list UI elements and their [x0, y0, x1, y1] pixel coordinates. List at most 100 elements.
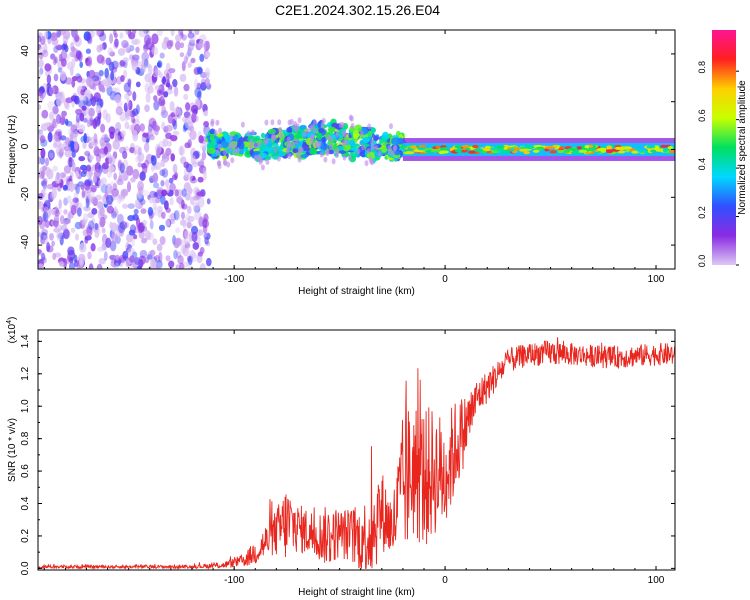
spectrogram-cells	[38, 30, 675, 269]
noise-cell	[173, 249, 178, 260]
band-cell	[477, 148, 483, 152]
noise-cell	[39, 170, 45, 180]
halo-cell	[215, 119, 220, 126]
noise-cell	[188, 39, 196, 47]
halo-cell	[348, 114, 353, 121]
noise-cell	[68, 160, 73, 168]
band-cell	[639, 149, 645, 153]
noise-cell	[38, 35, 42, 43]
noise-cell	[183, 93, 189, 100]
noise-cell	[144, 230, 151, 241]
noise-cell	[175, 264, 180, 269]
noise-cell	[134, 199, 139, 209]
halo-cell	[356, 148, 361, 155]
noise-cell	[179, 219, 186, 226]
echo-cell	[260, 152, 267, 159]
noise-cell	[127, 203, 135, 209]
noise-cell	[162, 76, 167, 85]
noise-cell	[47, 125, 55, 132]
noise-cell	[63, 165, 72, 174]
noise-cell	[149, 220, 154, 230]
noise-cell	[46, 82, 52, 93]
noise-cell	[122, 150, 128, 160]
noise-cell	[57, 44, 63, 51]
noise-cell	[56, 95, 63, 107]
noise-cell	[172, 130, 180, 136]
noise-cell	[132, 91, 137, 102]
noise-cell	[140, 208, 147, 214]
halo-cell	[366, 148, 371, 155]
noise-cell	[44, 63, 52, 72]
x-axis-label: Height of straight line (km)	[298, 587, 415, 598]
noise-cell	[38, 215, 43, 225]
noise-cell	[185, 52, 190, 60]
noise-cell	[133, 118, 140, 126]
noise-cell	[190, 155, 197, 165]
noise-cell	[148, 64, 153, 76]
noise-cell	[206, 198, 211, 205]
noise-cell	[151, 46, 159, 56]
noise-cell	[75, 170, 80, 178]
noise-cell	[87, 36, 93, 45]
noise-cell	[94, 230, 100, 239]
halo-cell	[331, 158, 336, 165]
noise-cell	[52, 133, 57, 144]
noise-cell	[69, 66, 74, 76]
noise-cell	[94, 223, 99, 230]
noise-cell	[153, 255, 161, 263]
echo-cell	[238, 149, 245, 155]
noise-cell	[113, 172, 118, 181]
noise-cell	[64, 149, 72, 158]
noise-cell	[185, 163, 193, 173]
noise-cell	[181, 188, 187, 198]
halo-cell	[344, 139, 349, 146]
noise-cell	[206, 257, 212, 267]
noise-cell	[126, 98, 131, 109]
noise-cell	[58, 199, 62, 209]
halo-cell	[248, 144, 253, 150]
noise-cell	[183, 83, 190, 92]
x-tick-label: 0	[442, 274, 448, 285]
noise-cell	[165, 72, 170, 84]
noise-cell	[66, 120, 73, 127]
noise-cell	[78, 156, 86, 162]
noise-cell	[75, 118, 80, 129]
halo-cell	[265, 159, 270, 165]
noise-cell	[126, 165, 134, 176]
echo-cell	[348, 139, 355, 146]
echo-cell	[317, 121, 322, 128]
noise-cell	[173, 107, 180, 116]
y-tick-label: -40	[20, 234, 31, 249]
noise-cell	[76, 75, 83, 83]
noise-cell	[144, 142, 150, 153]
noise-cell	[172, 163, 178, 174]
noise-cell	[124, 116, 129, 122]
noise-cell	[49, 113, 55, 122]
echo-cell	[353, 133, 359, 140]
noise-cell	[184, 243, 191, 249]
halo-cell	[367, 123, 372, 130]
y-tick-label: 0.6	[20, 464, 31, 478]
noise-cell	[128, 100, 133, 111]
y-scale-exponent: 4	[6, 320, 13, 324]
noise-cell	[158, 224, 166, 232]
noise-cell	[55, 173, 62, 184]
band-cell	[572, 150, 579, 155]
band-cell	[406, 148, 416, 152]
noise-cell	[77, 207, 82, 217]
noise-cell	[168, 177, 174, 184]
echo-cell	[299, 124, 307, 130]
noise-cell	[203, 121, 210, 128]
noise-cell	[75, 183, 80, 195]
halo-cell	[287, 142, 292, 149]
noise-cell	[99, 43, 104, 51]
noise-cell	[117, 213, 124, 225]
noise-cell	[86, 164, 92, 172]
noise-cell	[73, 141, 79, 150]
band-cell	[459, 149, 468, 153]
noise-cell	[131, 39, 139, 45]
noise-cell	[163, 158, 168, 164]
halo-cell	[260, 164, 265, 171]
noise-cell	[42, 177, 48, 185]
band-cell	[600, 149, 607, 153]
